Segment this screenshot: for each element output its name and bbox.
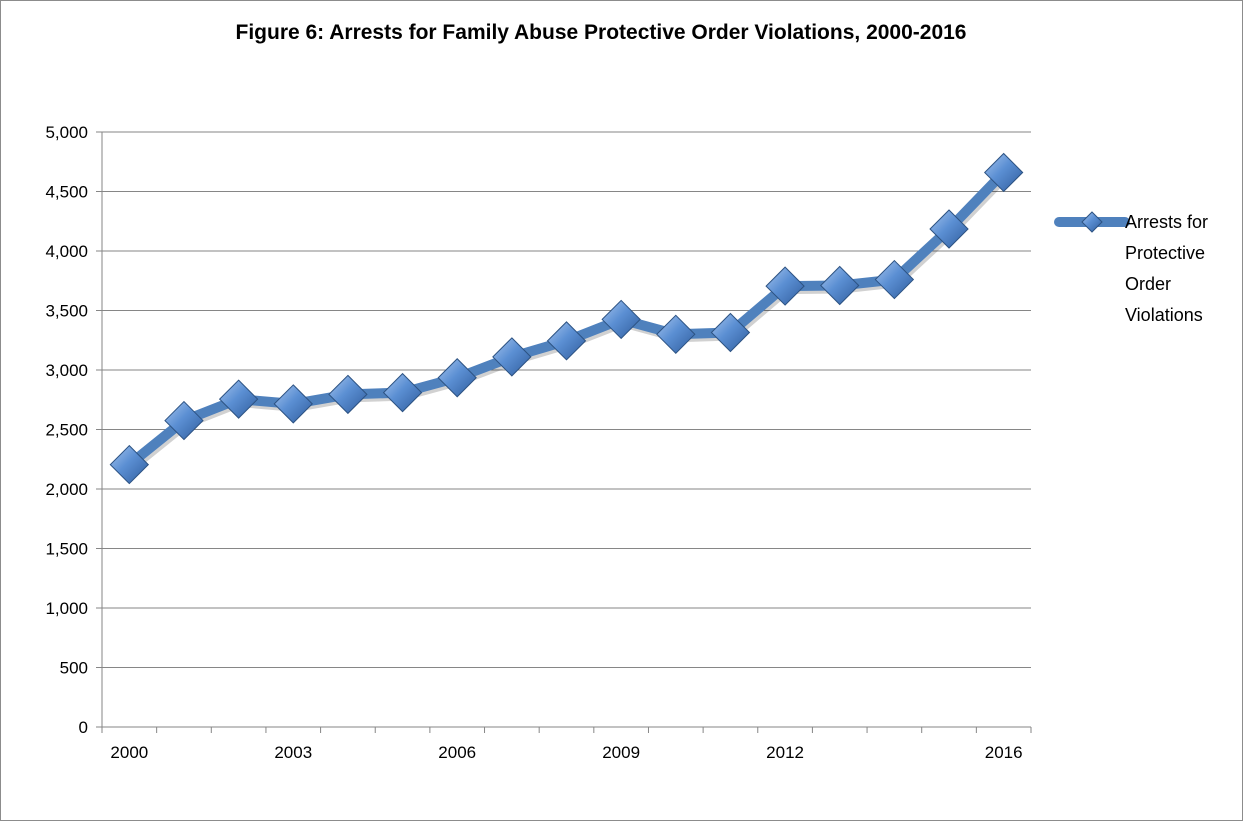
legend-label: Protective [1125,243,1205,263]
legend-label: Arrests for [1125,212,1208,232]
y-tick-label: 3,000 [45,361,88,380]
legend: Arrests for Protective Order Violations [1054,211,1208,325]
y-tick-label: 1,000 [45,599,88,618]
data-point-marker [820,265,860,306]
y-tick-label: 1,500 [45,540,88,559]
y-tick-label: 0 [79,718,88,737]
data-point-marker [929,209,969,249]
y-tick-label: 4,000 [45,242,88,261]
series-line [124,167,1009,470]
legend-label: Order [1125,274,1171,294]
data-point-marker [546,321,587,361]
data-point-marker [437,358,477,398]
data-point-marker [273,384,313,424]
data-point-marker [983,152,1024,193]
data-point-marker [656,314,696,355]
y-tick-label: 4,500 [45,183,88,202]
y-tick-label: 2,500 [45,421,88,440]
data-point-marker [382,372,423,413]
data-point-marker [710,312,751,353]
tick-labels: 0 500 1,000 1,500 2,000 2,500 3,000 3,500 4,000 4… [45,123,1022,762]
data-point-marker [218,379,259,419]
series [109,152,1024,485]
chart-title: Figure 6: Arrests for Family Abuse Prote… [235,21,967,44]
y-tick-label: 3,500 [45,302,88,321]
y-tick-label: 5,000 [45,123,88,142]
data-point-marker [492,337,532,377]
x-tick-label: 2009 [602,743,640,762]
data-point-marker [109,444,150,485]
data-point-marker [765,266,805,306]
x-tick-label: 2006 [438,743,476,762]
y-tick-label: 2,000 [45,480,88,499]
data-point-marker [601,299,641,340]
gridlines [102,131,1031,668]
x-tick-label: 2000 [110,743,148,762]
data-point-marker [874,259,915,300]
x-tick-label: 2012 [766,743,804,762]
data-point-marker [164,400,204,441]
x-tick-label: 2003 [274,743,312,762]
axes [96,131,1032,733]
legend-label: Violations [1125,305,1203,325]
y-tick-label: 500 [60,659,88,678]
series-line-shadow [126,170,1011,473]
x-tick-label: 2016 [985,743,1023,762]
data-point-marker [328,374,368,415]
legend-marker [1081,211,1103,233]
